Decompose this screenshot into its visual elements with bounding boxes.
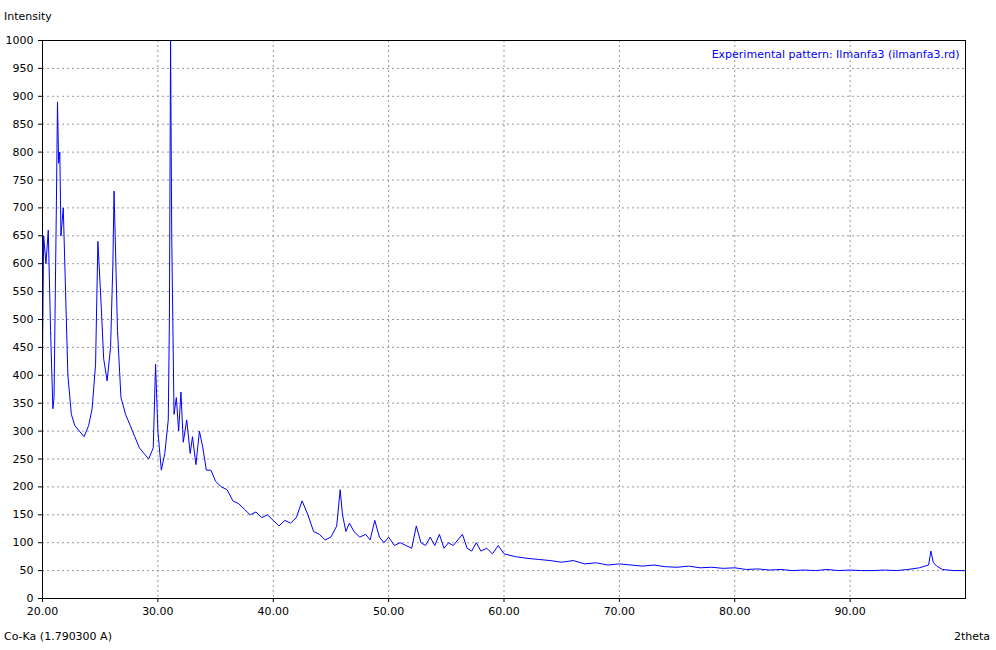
html-text:2theta: 2theta bbox=[953, 630, 990, 643]
svg-text:200: 200 bbox=[13, 480, 34, 493]
svg-text:30.00: 30.00 bbox=[142, 605, 174, 618]
svg-text:750: 750 bbox=[13, 174, 34, 187]
svg-text:80.00: 80.00 bbox=[719, 605, 751, 618]
html-text:Co-Ka (1.790300 A): Co-Ka (1.790300 A) bbox=[4, 630, 112, 643]
svg-text:1000: 1000 bbox=[6, 34, 34, 47]
svg-text:70.00: 70.00 bbox=[604, 605, 636, 618]
svg-text:0: 0 bbox=[27, 592, 34, 605]
svg-text:50.00: 50.00 bbox=[373, 605, 405, 618]
svg-text:60.00: 60.00 bbox=[488, 605, 520, 618]
svg-text:Experimental pattern: Ilmanfa3: Experimental pattern: Ilmanfa3 (ilmanfa3… bbox=[712, 48, 960, 61]
svg-text:400: 400 bbox=[13, 369, 34, 382]
html-text:Intensity: Intensity bbox=[4, 10, 52, 23]
svg-text:850: 850 bbox=[13, 118, 34, 131]
svg-text:900: 900 bbox=[13, 90, 34, 103]
svg-text:350: 350 bbox=[13, 397, 34, 410]
svg-text:300: 300 bbox=[13, 425, 34, 438]
svg-text:20.00: 20.00 bbox=[27, 605, 59, 618]
svg-text:90.00: 90.00 bbox=[834, 605, 866, 618]
svg-text:600: 600 bbox=[13, 257, 34, 270]
svg-text:800: 800 bbox=[13, 146, 34, 159]
svg-text:450: 450 bbox=[13, 341, 34, 354]
svg-text:950: 950 bbox=[13, 62, 34, 75]
svg-text:500: 500 bbox=[13, 313, 34, 326]
svg-text:50: 50 bbox=[20, 564, 34, 577]
svg-text:650: 650 bbox=[13, 229, 34, 242]
svg-text:40.00: 40.00 bbox=[258, 605, 290, 618]
svg-text:250: 250 bbox=[13, 453, 34, 466]
svg-text:150: 150 bbox=[13, 508, 34, 521]
svg-text:100: 100 bbox=[13, 536, 34, 549]
svg-text:700: 700 bbox=[13, 201, 34, 214]
svg-text:550: 550 bbox=[13, 285, 34, 298]
